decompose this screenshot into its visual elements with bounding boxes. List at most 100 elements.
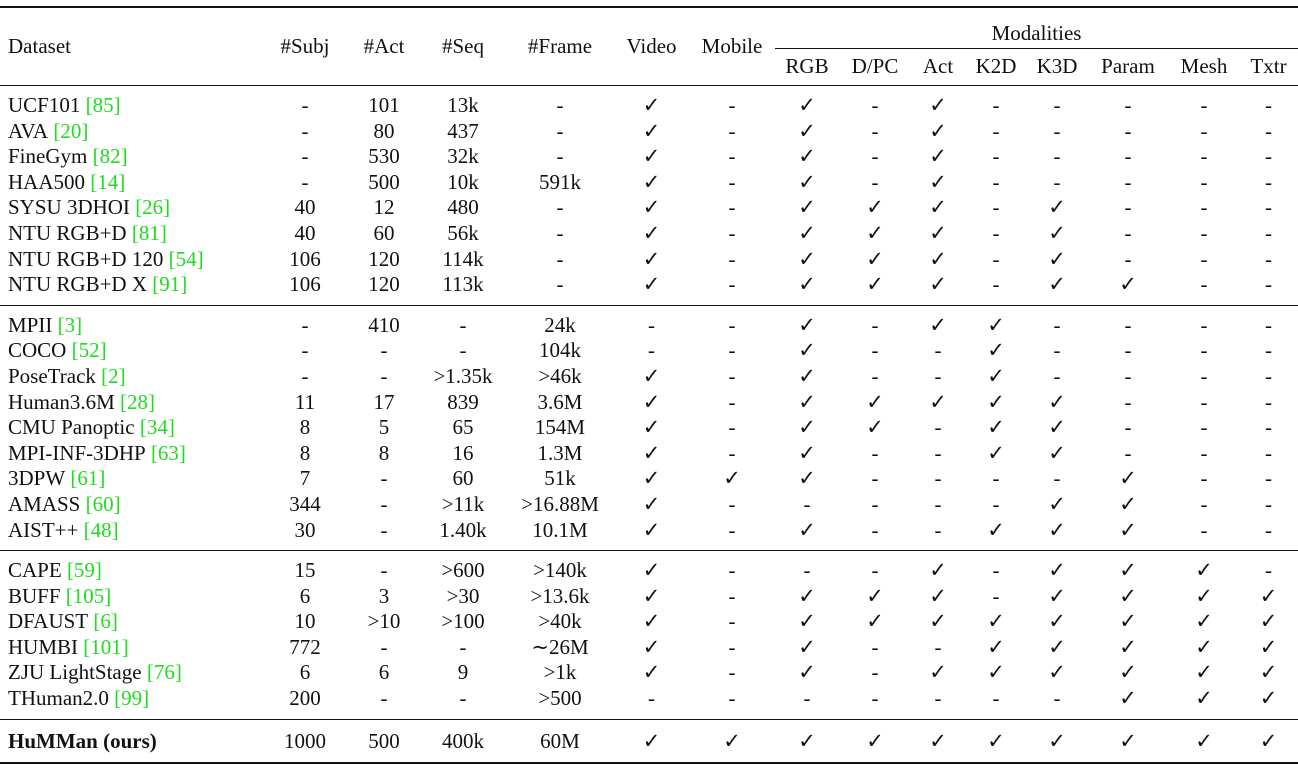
dataset-label: MPII [8,312,53,337]
cell: ✓ [642,440,661,465]
cell: - [992,491,1000,516]
dataset-label: ZJU LightStage [8,660,142,685]
cell: 65 [452,415,474,440]
cell: - [1200,272,1208,297]
cell: - [871,440,879,465]
cell: - [728,195,736,220]
cell: - [556,246,564,271]
cell: >16.88M [521,491,599,516]
modality-header: Mesh [1180,54,1228,79]
citation: [14] [90,169,126,194]
cell: ✓ [642,583,661,608]
cell: ✓ [642,93,661,117]
cell: - [301,118,309,143]
cell: - [728,169,736,194]
cell: - [1265,312,1273,337]
table-row: SYSU 3DHOI [26] 40 12 480 - ✓ - ✓ ✓ ✓ - ✓ - - - [0,195,1298,221]
cell: - [992,686,1000,711]
dataset-name: BUFF [105] [0,584,262,610]
cell: ✓ [798,415,816,440]
cell: - [1265,195,1273,220]
cell: - [992,144,1000,169]
cell: ✓ [1119,609,1137,634]
table-row: HAA500 [14] - 500 10k 591k ✓ - ✓ - ✓ - - - - - [0,170,1298,196]
cell: ✓ [642,195,661,220]
dataset-name: PoseTrack [2] [0,364,262,390]
modality-header: K3D [1036,54,1078,79]
cell: ✓ [987,338,1005,363]
dataset-name: DFAUST [6] [0,609,262,635]
cell: - [871,634,879,659]
cell: - [1265,389,1273,414]
cell: ✓ [642,660,661,685]
cell: ✓ [1119,466,1137,491]
dataset-label: UCF101 [8,93,81,117]
cell: - [301,144,309,169]
cell: - [1124,338,1132,363]
cell: - [728,686,736,711]
cell: - [803,558,811,583]
cell: ✓ [798,660,816,685]
cell: - [871,558,879,583]
cell: ✓ [929,144,947,169]
citation: [81] [131,220,167,245]
cell: ✓ [1259,609,1278,634]
table-row: COCO [52] - - - 104k - - ✓ - - ✓ - - - - [0,338,1298,364]
table-row: HUMBI [101] 772 - - ∼26M ✓ - ✓ - - ✓ ✓ ✓ ✓ ✓ [0,635,1298,661]
cell: - [1053,312,1061,337]
dataset-label: AIST++ [8,517,79,542]
cell: - [1124,440,1132,465]
cell: >500 [538,686,582,711]
cell: ✓ [642,558,661,583]
cell: ✓ [798,272,816,297]
cell: - [556,195,564,220]
modality-header: Txtr [1250,54,1287,79]
cell: ✓ [1048,517,1066,542]
cell: - [728,220,736,245]
cell: >140k [533,558,587,583]
cell: - [992,466,1000,491]
cell: ✓ [1119,558,1137,583]
cell: - [648,312,655,337]
dataset-name: SYSU 3DHOI [26] [0,195,262,221]
cell: ✓ [642,415,661,440]
cell: 11 [294,389,316,414]
cell: ✓ [987,389,1005,414]
table-row: THuman2.0 [99] 200 - - >500 - - - - - - - ✓ ✓ ✓ [0,686,1298,719]
cell: - [1124,118,1132,143]
cell: - [1200,338,1208,363]
cell: - [1124,415,1132,440]
dataset-label: BUFF [8,583,61,608]
cell: - [1265,415,1273,440]
cell: ✓ [642,466,661,491]
cell: ✓ [929,660,947,685]
cell: - [459,634,467,659]
dataset-name: ZJU LightStage [76] [0,660,262,686]
cell: ✓ [798,634,816,659]
cell: - [934,517,942,542]
cell: ✓ [929,195,947,220]
table-row: HuMMan (ours) 1000 500 400k 60M ✓ ✓ ✓ ✓ ✓ ✓ ✓ ✓ ✓ ✓ [0,719,1298,763]
dataset-label: DFAUST [8,609,89,634]
cell: 410 [368,312,400,337]
cell: - [934,338,942,363]
citation: [26] [135,195,171,220]
cell: 32k [447,144,479,169]
cell: - [1265,491,1273,516]
cell: ✓ [929,220,947,245]
cell: - [1265,338,1273,363]
cell: - [1053,118,1061,143]
cell: - [380,363,388,388]
cell: - [728,389,736,414]
cell: - [1265,440,1273,465]
cell: - [992,558,1000,583]
cell: ✓ [1048,195,1066,220]
cell: ✓ [798,312,816,337]
cell: ✓ [1119,272,1137,297]
cell: 591k [539,169,581,194]
cell: - [1053,169,1061,194]
cell: 8 [378,440,390,465]
cell: - [871,660,879,685]
cell: - [728,491,736,516]
